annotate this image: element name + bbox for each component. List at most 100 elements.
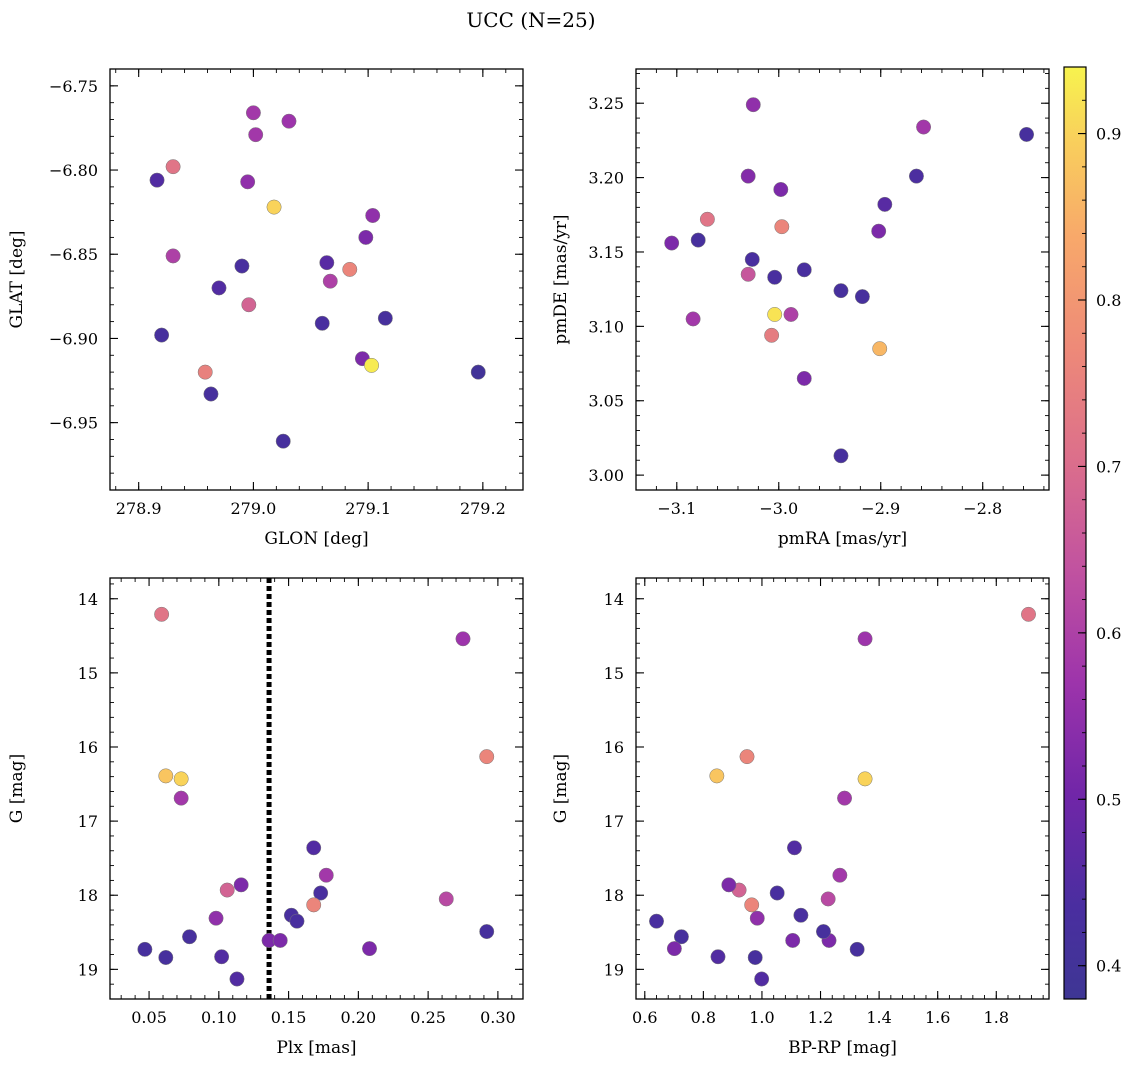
x-axis-title: GLON [deg] bbox=[264, 529, 368, 549]
colorbar-tick-label: 0.6 bbox=[1096, 624, 1121, 643]
y-tick-label: 16 bbox=[604, 738, 624, 757]
data-point bbox=[1021, 606, 1036, 622]
data-point bbox=[149, 172, 165, 188]
data-point bbox=[816, 924, 831, 940]
x-tick-label: −2.9 bbox=[861, 499, 900, 518]
data-point bbox=[699, 211, 715, 227]
y-tick-label: 18 bbox=[78, 886, 98, 905]
panel-bprp-g: 0.6 0.8 1.0 1.2 1.4 1.6 1.8 14 15 16 17 18 19 BP-RP [… bbox=[551, 577, 1050, 1058]
figure-title: UCC (N=25) bbox=[466, 8, 595, 32]
data-point bbox=[479, 924, 495, 940]
x-tick-label: 0.6 bbox=[632, 1008, 657, 1027]
data-point bbox=[854, 289, 870, 305]
y-tick-label: −6.85 bbox=[49, 245, 98, 264]
colorbar-tick-label: 0.4 bbox=[1096, 957, 1121, 976]
data-point bbox=[165, 159, 181, 175]
data-point bbox=[1019, 127, 1035, 142]
y-tick-label: 17 bbox=[78, 812, 98, 831]
y-tick-label: 19 bbox=[604, 960, 624, 979]
y-tick-label: 14 bbox=[604, 590, 624, 609]
data-point bbox=[470, 364, 486, 380]
data-point bbox=[857, 631, 873, 647]
data-point bbox=[364, 357, 380, 373]
data-point bbox=[319, 255, 335, 271]
plot-frame bbox=[635, 577, 1050, 1000]
data-point bbox=[342, 261, 358, 277]
data-point bbox=[857, 771, 873, 787]
data-point bbox=[649, 913, 664, 929]
data-point bbox=[182, 929, 197, 945]
data-point bbox=[318, 867, 334, 883]
data-point bbox=[314, 315, 330, 331]
data-point bbox=[377, 310, 393, 326]
data-point bbox=[833, 448, 849, 464]
data-point bbox=[820, 891, 836, 907]
y-tick-label: 16 bbox=[78, 738, 98, 757]
data-point bbox=[365, 208, 381, 223]
data-point bbox=[908, 168, 924, 184]
x-tick-label: 279.1 bbox=[345, 499, 391, 518]
data-point bbox=[673, 929, 689, 945]
y-axis-title: G [mag] bbox=[551, 754, 571, 823]
x-tick-label: 0.05 bbox=[131, 1008, 167, 1027]
colorbar-tick-label: 0.5 bbox=[1096, 790, 1121, 809]
data-point bbox=[479, 749, 495, 765]
y-tick-label: 3.05 bbox=[588, 392, 624, 411]
data-point bbox=[764, 327, 780, 343]
x-tick-label: −3.0 bbox=[759, 499, 798, 518]
data-point bbox=[214, 949, 230, 965]
x-tick-label: −2.8 bbox=[963, 499, 1002, 518]
data-point bbox=[233, 877, 249, 893]
data-point bbox=[306, 897, 322, 913]
data-point bbox=[783, 307, 799, 322]
data-point bbox=[849, 941, 865, 957]
panel-glon-glat: 278.9 279.0 279.1 279.2 −6.75 −6.80 −6.85 −6.90… bbox=[7, 68, 524, 549]
y-tick-label: 14 bbox=[78, 590, 98, 609]
y-tick-label: 18 bbox=[604, 886, 624, 905]
data-point bbox=[740, 168, 756, 184]
y-tick-label: 3.15 bbox=[588, 243, 624, 262]
data-point bbox=[877, 196, 893, 212]
data-point bbox=[744, 897, 760, 913]
data-point bbox=[744, 251, 760, 267]
y-axis-title: G [mag] bbox=[7, 754, 27, 823]
x-tick-label: 1.8 bbox=[984, 1008, 1009, 1027]
x-axis-title: pmRA [mas/yr] bbox=[778, 529, 907, 549]
data-point bbox=[173, 771, 189, 787]
data-point bbox=[165, 248, 181, 264]
data-point bbox=[749, 910, 765, 926]
data-point bbox=[272, 932, 288, 948]
y-axis-title: pmDE [mas/yr] bbox=[551, 214, 571, 344]
x-axis-title: Plx [mas] bbox=[276, 1038, 356, 1058]
data-point bbox=[793, 907, 809, 923]
data-point bbox=[754, 971, 770, 987]
panel-pmra-pmde: −3.1 −3.0 −2.9 −2.8 3.00 3.05 3.10 3.15 3.20 3.25… bbox=[551, 68, 1050, 549]
data-point bbox=[362, 941, 377, 957]
x-tick-label: 1.2 bbox=[808, 1008, 833, 1027]
y-tick-label: 15 bbox=[604, 664, 624, 683]
x-tick-label: 1.6 bbox=[925, 1008, 950, 1027]
data-point bbox=[154, 606, 170, 622]
data-point bbox=[745, 97, 761, 113]
data-point bbox=[767, 269, 783, 285]
y-tick-label: 3.00 bbox=[588, 466, 624, 485]
y-tick-label: −6.80 bbox=[49, 161, 98, 180]
data-point bbox=[211, 280, 227, 296]
y-tick-label: 3.10 bbox=[588, 317, 624, 336]
data-point bbox=[438, 891, 454, 907]
data-point bbox=[666, 941, 682, 957]
data-point bbox=[158, 768, 174, 784]
y-axis-title: GLAT [deg] bbox=[7, 230, 27, 328]
data-point bbox=[872, 341, 888, 357]
x-tick-label: −3.1 bbox=[657, 499, 696, 518]
y-tick-label: −6.95 bbox=[49, 414, 98, 433]
x-tick-label: 0.20 bbox=[341, 1008, 377, 1027]
data-point bbox=[871, 223, 887, 239]
colorbar-tick-label: 0.7 bbox=[1096, 457, 1121, 476]
data-point bbox=[241, 297, 257, 313]
y-tick-label: 19 bbox=[78, 960, 98, 979]
colorbar: 0.4 0.5 0.6 0.7 0.8 0.9 bbox=[1063, 66, 1121, 1000]
data-point bbox=[203, 386, 219, 402]
data-point bbox=[197, 364, 213, 380]
colorbar-ticks: 0.4 0.5 0.6 0.7 0.8 0.9 bbox=[1078, 66, 1121, 1000]
